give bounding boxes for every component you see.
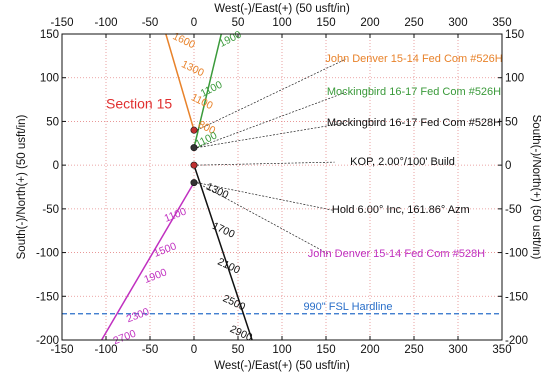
annotation-leader <box>196 58 347 131</box>
wellhead-marker <box>190 179 198 187</box>
annotation-leader <box>196 91 347 148</box>
annotation-leaders <box>196 58 347 255</box>
y-tick-label-right: 100 <box>505 73 524 85</box>
y-axis-title-left: South(-)/North(+) (50 usft/in) <box>16 114 28 259</box>
x-tick-label-top: 0 <box>191 17 197 29</box>
y-tick-label-left: 0 <box>53 160 59 172</box>
y-tick-label-left: -50 <box>42 204 59 216</box>
y-tick-label-right: 150 <box>505 29 524 41</box>
wellhead-marker <box>190 126 198 134</box>
x-tick-label-bottom: 200 <box>360 344 379 356</box>
y-tick-label-right: -50 <box>505 204 522 216</box>
annotation-label: Hold 6.00° Inc, 161.86° Azm <box>332 204 470 216</box>
well-path-line <box>100 182 195 341</box>
y-axis-title-right: South(-)/North(+) (50 usft/in) <box>530 115 541 260</box>
x-tick-label-bottom: -100 <box>94 344 117 356</box>
y-tick-label-left: 100 <box>40 73 59 85</box>
y-tick-label-right: 0 <box>505 160 511 172</box>
y-tick-label-right: -200 <box>505 335 528 347</box>
x-tick-label-bottom: 0 <box>191 344 197 356</box>
x-tick-label-top: 100 <box>272 17 291 29</box>
y-tick-label-left: 150 <box>40 29 59 41</box>
y-tick-label-right: -150 <box>505 291 528 303</box>
x-tick-label-bottom: 50 <box>232 344 245 356</box>
y-tick-label-right: -100 <box>505 248 528 260</box>
x-tick-label-top: 150 <box>316 17 335 29</box>
grid <box>61 33 503 341</box>
x-tick-label-top: 50 <box>232 17 245 29</box>
x-axis-title-top: West(-)/East(+) (50 usft/in) <box>214 3 350 15</box>
x-axis-title-bottom: West(-)/East(+) (50 usft/in) <box>214 360 350 372</box>
x-tick-label-bottom: 250 <box>404 344 423 356</box>
x-tick-label-bottom: -50 <box>142 344 159 356</box>
annotation-label: Mockingbird 16-17 Fed Com #526H <box>327 86 501 98</box>
annotation-label: KOP, 2.00°/100' Build <box>350 156 455 168</box>
x-tick-label-top: 300 <box>448 17 467 29</box>
x-tick-label-bottom: 150 <box>316 344 335 356</box>
well-path-line <box>193 164 253 341</box>
x-tick-label-top: -100 <box>94 17 117 29</box>
markers <box>190 126 198 187</box>
x-tick-label-top: 350 <box>492 17 511 29</box>
annotation-label: John Denver 15-14 Fed Com #528H <box>308 248 485 260</box>
x-tick-label-bottom: 350 <box>492 344 511 356</box>
x-tick-label-top: -50 <box>142 17 159 29</box>
plot-frame <box>61 33 503 341</box>
well-path-line <box>193 33 223 148</box>
annotation-label: Mockingbird 16-17 Fed Com #528H <box>327 117 501 129</box>
section-label: Section 15 <box>106 95 172 111</box>
x-tick-label-top: 250 <box>404 17 423 29</box>
tick-labels: -150 -150 -100 -100 -50 -50 0 0 50 50 100 100 150 150… <box>36 17 528 356</box>
y-tick-label-right: 50 <box>505 116 518 128</box>
wellhead-marker <box>190 144 198 152</box>
x-tick-label-bottom: 100 <box>272 344 291 356</box>
annotation-leader <box>196 161 335 166</box>
y-tick-label-left: -100 <box>36 248 59 260</box>
y-tick-label-left: -200 <box>36 335 59 347</box>
hardline-label: 990" FSL Hardline <box>303 301 392 313</box>
y-tick-label-left: 50 <box>46 116 59 128</box>
x-tick-label-bottom: -150 <box>50 344 73 356</box>
wellhead-marker <box>190 161 198 169</box>
well-path-line <box>165 33 195 131</box>
series-layer <box>100 33 253 341</box>
x-tick-label-top: -150 <box>50 17 73 29</box>
annotation-label: John Denver 15-14 Fed Com #526H <box>325 53 502 65</box>
x-tick-label-top: 200 <box>360 17 379 29</box>
annotation-leader <box>196 182 329 255</box>
annotation-leader <box>196 122 347 149</box>
y-tick-label-left: -150 <box>36 291 59 303</box>
x-tick-label-bottom: 300 <box>448 344 467 356</box>
